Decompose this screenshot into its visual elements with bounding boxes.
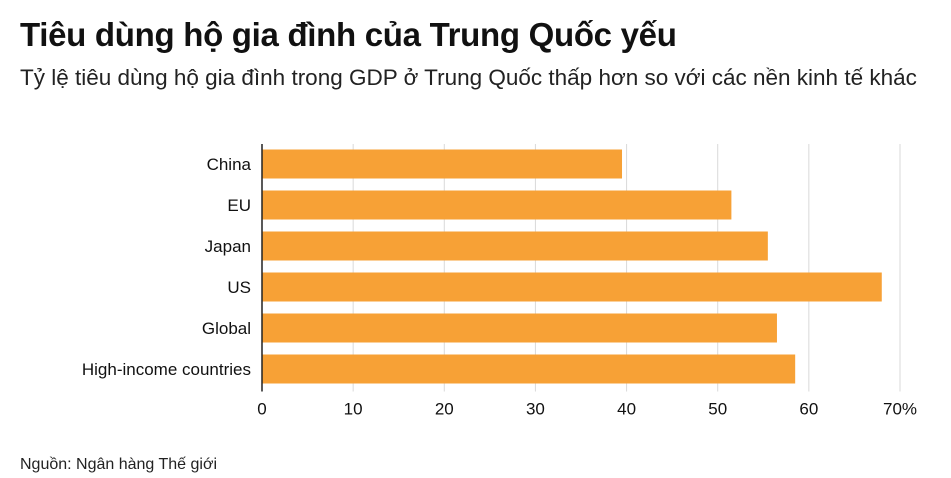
bar-chart: 0 10 20 30 40 50 60 70% China EU Japan US Global High… [82,144,917,419]
bar [262,313,777,343]
category-label: EU [227,196,251,215]
x-tick-label: 20 [435,400,454,419]
source-note: Nguồn: Ngân hàng Thế giới [20,456,217,473]
bar [262,190,732,220]
category-label: China [207,155,252,174]
category-label: Japan [205,237,251,256]
x-tick-label: 40 [617,400,636,419]
bar [262,231,768,261]
x-tick-label: 10 [344,400,363,419]
x-tick-label: 60 [799,400,818,419]
x-tick-label: 50 [708,400,727,419]
x-tick-label: 0 [257,400,266,419]
chart-subtitle: Tỷ lệ tiêu dùng hộ gia đình trong GDP ở … [20,65,917,90]
category-label: US [227,278,251,297]
x-tick-label: 30 [526,400,545,419]
category-label: High-income countries [82,360,251,379]
bar [262,272,882,302]
bar [262,149,623,179]
category-label: Global [202,319,251,338]
bar [262,354,796,384]
chart-title: Tiêu dùng hộ gia đình của Trung Quốc yếu [20,16,677,53]
x-tick-label: 70% [883,400,917,419]
